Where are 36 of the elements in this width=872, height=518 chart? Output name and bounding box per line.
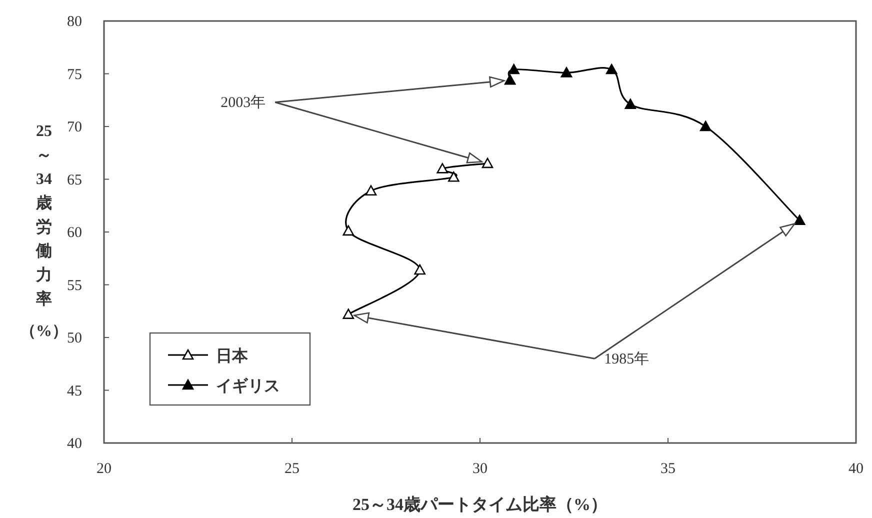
y-tick-label: 70 <box>67 120 82 136</box>
x-tick-label: 35 <box>660 461 676 477</box>
y-tick-label: 65 <box>67 172 82 188</box>
y-tick-label: 50 <box>67 330 82 346</box>
y-tick-label: 40 <box>67 436 82 452</box>
y-tick-label: 55 <box>67 278 82 294</box>
point <box>342 225 354 236</box>
point <box>560 67 572 78</box>
y-tick-label: 75 <box>67 66 82 83</box>
x-tick-label: 20 <box>96 461 112 477</box>
point <box>365 185 377 196</box>
y-tick-label: 80 <box>67 14 82 30</box>
annotation: 2003年 <box>220 94 266 112</box>
legend-label: 日本 <box>216 347 249 365</box>
point <box>436 163 448 174</box>
y-tick-label: 45 <box>67 383 82 400</box>
point <box>448 171 460 182</box>
x-tick-label: 25 <box>284 461 300 477</box>
annotation: 1985年 <box>604 350 650 368</box>
x-axis-title: 25～34歳パートタイム比率（%） <box>352 495 608 514</box>
y-tick-label: 60 <box>67 225 82 241</box>
legend-label: イギリス <box>216 377 280 395</box>
annotation: 2003年 <box>220 76 506 164</box>
point <box>606 64 618 74</box>
x-tick-label: 40 <box>848 461 864 477</box>
point <box>624 98 636 109</box>
point <box>482 158 494 168</box>
point <box>504 74 516 85</box>
point <box>414 264 426 275</box>
text: 25～34歳労働力率（%） <box>20 123 68 340</box>
point <box>700 120 712 132</box>
x-tick-label: 30 <box>472 461 488 477</box>
point <box>342 308 354 319</box>
point <box>508 64 520 74</box>
point <box>794 214 806 226</box>
annotation: 1985年 <box>352 222 796 368</box>
